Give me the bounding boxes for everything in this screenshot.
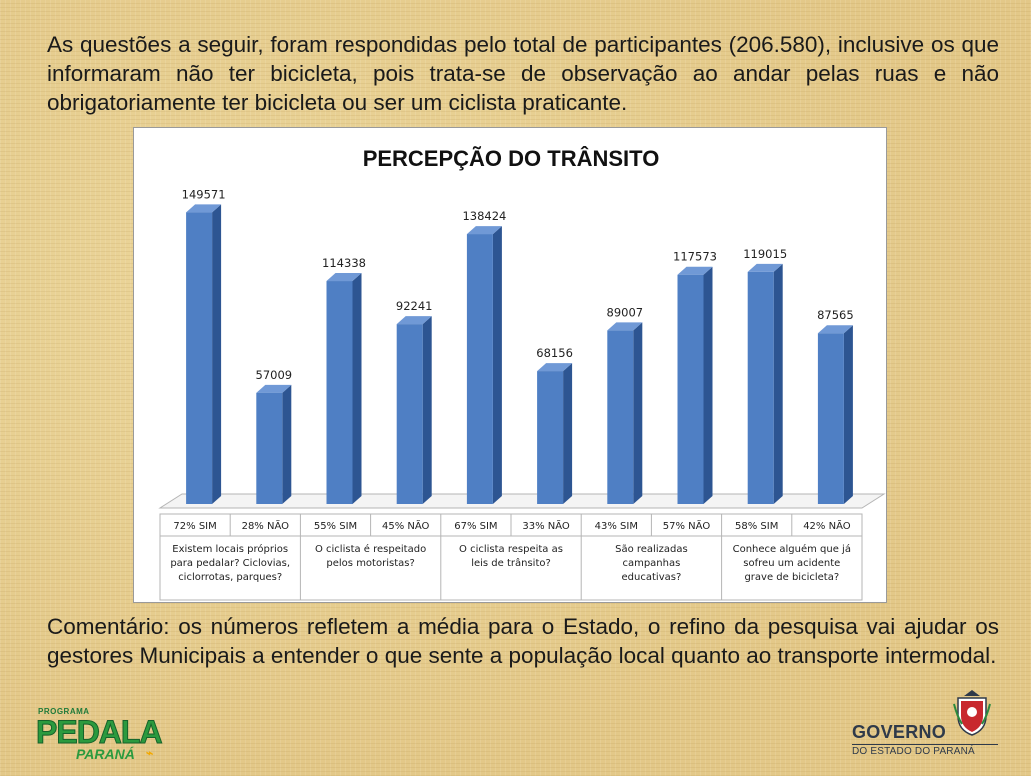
bar [466,226,502,505]
bar [326,273,362,504]
bar [607,322,643,504]
logo-governo-label: GOVERNO [852,722,947,742]
bar [747,263,783,504]
data-label: 138424 [462,209,506,223]
data-label: 149571 [182,187,226,201]
data-label: 57009 [256,368,293,382]
category-label: 58% SIM [735,521,778,532]
group-label: O ciclista é respeitado pelos motoristas? [315,543,426,569]
group-label: São realizadas campanhas educativas? [615,544,688,583]
data-label: 89007 [607,305,644,319]
coat-of-arms-icon [953,690,991,736]
bar-chart: PERCEPÇÃO DO TRÂNSITO 149571 57009 114338 9… [158,146,886,601]
governo-parana-logo: GOVERNO DO ESTADO DO PARANÁ [852,690,1002,760]
group-label: Conhece alguém que já sofreu um acidente g… [733,543,851,583]
bicycle-icon: ⌁ [146,746,154,760]
bar [537,363,573,504]
category-label: 57% NÃO [663,519,711,532]
logo-divider [852,744,998,745]
bar [256,384,292,504]
bar [396,316,432,504]
data-label: 114338 [322,256,366,270]
intro-text: As questões a seguir, foram respondidas … [47,32,999,115]
bar [677,266,713,504]
data-label: 92241 [396,299,433,313]
group-label: Existem locais próprios para pedalar? Cic… [170,543,290,583]
data-label: 119015 [743,247,787,261]
logo-program-label: PROGRAMA [38,707,90,716]
comment-text: Comentário: os números refletem a média … [47,614,999,668]
category-label: 42% NÃO [803,519,851,532]
category-label: 72% SIM [173,521,216,532]
category-label: 28% NÃO [242,519,290,532]
logo-parana-label: PARANÁ [76,746,135,762]
category-label: 55% SIM [314,521,357,532]
category-table [159,513,863,601]
category-label: 67% SIM [454,521,497,532]
logo-pedala-label: PEDALA [36,714,164,751]
data-label: 87565 [817,308,854,322]
group-label: O ciclista respeita as leis de trânsito? [459,544,563,569]
data-label: 68156 [536,346,573,360]
bar [186,204,222,504]
bar [817,325,853,504]
category-label: 45% NÃO [382,519,430,532]
category-label: 33% NÃO [522,519,570,532]
data-label: 117573 [673,250,717,264]
logo-state-label: DO ESTADO DO PARANÁ [852,746,975,757]
pedala-parana-logo: PROGRAMA PEDALA PARANÁ ⌁ [36,706,176,762]
chart-title: PERCEPÇÃO DO TRÂNSITO [363,146,660,171]
chart-panel: PERCEPÇÃO DO TRÂNSITO 149571 57009 114338 9… [133,127,887,603]
category-label: 43% SIM [595,521,638,532]
